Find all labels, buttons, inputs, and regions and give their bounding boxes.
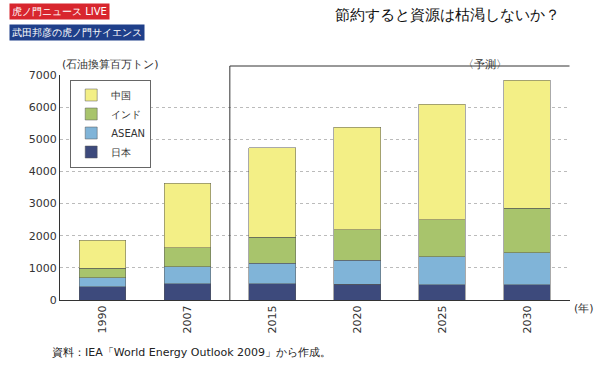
svg-text:2000: 2000 [29, 230, 57, 243]
svg-text:〈予測〉: 〈予測〉 [463, 58, 507, 71]
svg-text:0: 0 [50, 294, 57, 307]
svg-text:(年): (年) [574, 302, 594, 315]
svg-text:節約すると資源は枯渇しないか？: 節約すると資源は枯渇しないか？ [335, 6, 560, 24]
svg-text:5000: 5000 [29, 133, 57, 146]
svg-text:武田邦彦の虎ノ門サイエンス: 武田邦彦の虎ノ門サイエンス [12, 27, 142, 38]
svg-text:虎ノ門ニュース LIVE: 虎ノ門ニュース LIVE [12, 6, 107, 17]
svg-text:1990: 1990 [96, 305, 109, 333]
svg-text:インド: インド [111, 109, 141, 120]
svg-text:2020: 2020 [351, 305, 364, 333]
svg-text:7000: 7000 [29, 69, 57, 82]
svg-text:4000: 4000 [29, 165, 57, 178]
svg-text:6000: 6000 [29, 101, 57, 114]
svg-text:ASEAN: ASEAN [111, 128, 145, 139]
svg-text:2030: 2030 [521, 305, 534, 333]
svg-text:3000: 3000 [29, 197, 57, 210]
svg-text:1000: 1000 [29, 262, 57, 275]
svg-text:(石油換算百万トン): (石油換算百万トン) [62, 58, 159, 71]
svg-text:日本: 日本 [111, 147, 131, 158]
svg-text:中国: 中国 [111, 90, 131, 101]
svg-text:2007: 2007 [181, 305, 194, 333]
svg-text:資料：IEA「World Energy Outlook 20: 資料：IEA「World Energy Outlook 2009」から作成。 [52, 346, 331, 359]
svg-text:2015: 2015 [266, 305, 279, 333]
svg-text:2025: 2025 [436, 305, 449, 333]
